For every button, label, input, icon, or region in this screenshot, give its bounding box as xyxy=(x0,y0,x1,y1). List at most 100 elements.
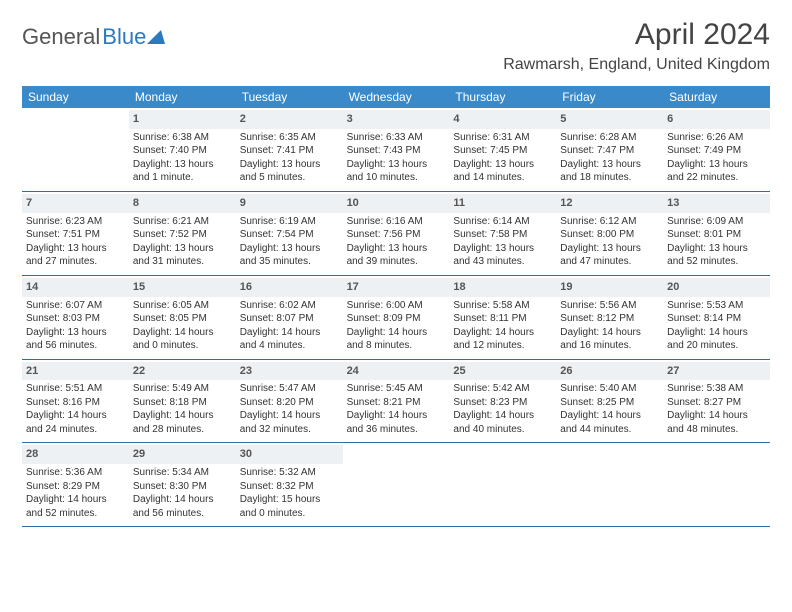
location: Rawmarsh, England, United Kingdom xyxy=(503,56,770,74)
day-number: 5 xyxy=(556,110,663,129)
day-cell: 29Sunrise: 5:34 AMSunset: 8:30 PMDayligh… xyxy=(129,443,236,526)
sunset-text: Sunset: 7:58 PM xyxy=(453,228,552,242)
sunrise-text: Sunrise: 5:32 AM xyxy=(240,466,339,480)
sunrise-text: Sunrise: 6:02 AM xyxy=(240,299,339,313)
sunrise-text: Sunrise: 5:40 AM xyxy=(560,382,659,396)
day-cell: 21Sunrise: 5:51 AMSunset: 8:16 PMDayligh… xyxy=(22,360,129,443)
sunset-text: Sunset: 8:00 PM xyxy=(560,228,659,242)
dayname: Sunday xyxy=(22,86,129,108)
daylight-text: Daylight: 13 hours and 39 minutes. xyxy=(347,242,446,269)
day-cell: 4Sunrise: 6:31 AMSunset: 7:45 PMDaylight… xyxy=(449,108,556,191)
sunset-text: Sunset: 7:56 PM xyxy=(347,228,446,242)
dayname: Tuesday xyxy=(236,86,343,108)
sunset-text: Sunset: 8:03 PM xyxy=(26,312,125,326)
day-cell xyxy=(343,443,450,526)
sunset-text: Sunset: 8:27 PM xyxy=(667,396,766,410)
sunset-text: Sunset: 8:25 PM xyxy=(560,396,659,410)
day-cell: 18Sunrise: 5:58 AMSunset: 8:11 PMDayligh… xyxy=(449,276,556,359)
sunrise-text: Sunrise: 6:07 AM xyxy=(26,299,125,313)
day-number: 1 xyxy=(129,110,236,129)
day-number: 17 xyxy=(343,278,450,297)
day-cell: 20Sunrise: 5:53 AMSunset: 8:14 PMDayligh… xyxy=(663,276,770,359)
day-cell: 9Sunrise: 6:19 AMSunset: 7:54 PMDaylight… xyxy=(236,192,343,275)
week-row: 14Sunrise: 6:07 AMSunset: 8:03 PMDayligh… xyxy=(22,276,770,360)
day-cell: 11Sunrise: 6:14 AMSunset: 7:58 PMDayligh… xyxy=(449,192,556,275)
sunrise-text: Sunrise: 5:34 AM xyxy=(133,466,232,480)
daylight-text: Daylight: 13 hours and 22 minutes. xyxy=(667,158,766,185)
sunrise-text: Sunrise: 6:38 AM xyxy=(133,131,232,145)
daylight-text: Daylight: 13 hours and 10 minutes. xyxy=(347,158,446,185)
day-cell: 14Sunrise: 6:07 AMSunset: 8:03 PMDayligh… xyxy=(22,276,129,359)
sunrise-text: Sunrise: 6:05 AM xyxy=(133,299,232,313)
sunrise-text: Sunrise: 5:53 AM xyxy=(667,299,766,313)
day-number: 16 xyxy=(236,278,343,297)
week-row: 28Sunrise: 5:36 AMSunset: 8:29 PMDayligh… xyxy=(22,443,770,527)
day-number: 26 xyxy=(556,362,663,381)
day-number: 8 xyxy=(129,194,236,213)
day-cell: 28Sunrise: 5:36 AMSunset: 8:29 PMDayligh… xyxy=(22,443,129,526)
sunset-text: Sunset: 8:11 PM xyxy=(453,312,552,326)
weeks-container: 1Sunrise: 6:38 AMSunset: 7:40 PMDaylight… xyxy=(22,108,770,527)
sunset-text: Sunset: 7:54 PM xyxy=(240,228,339,242)
sunset-text: Sunset: 8:14 PM xyxy=(667,312,766,326)
logo-word2: Blue xyxy=(102,24,165,50)
sunrise-text: Sunrise: 5:49 AM xyxy=(133,382,232,396)
sunset-text: Sunset: 8:05 PM xyxy=(133,312,232,326)
sunrise-text: Sunrise: 6:09 AM xyxy=(667,215,766,229)
day-cell: 22Sunrise: 5:49 AMSunset: 8:18 PMDayligh… xyxy=(129,360,236,443)
day-number: 27 xyxy=(663,362,770,381)
sunrise-text: Sunrise: 6:21 AM xyxy=(133,215,232,229)
day-number: 2 xyxy=(236,110,343,129)
day-number: 22 xyxy=(129,362,236,381)
daylight-text: Daylight: 13 hours and 1 minute. xyxy=(133,158,232,185)
sunrise-text: Sunrise: 6:14 AM xyxy=(453,215,552,229)
daylight-text: Daylight: 13 hours and 5 minutes. xyxy=(240,158,339,185)
day-number: 30 xyxy=(236,445,343,464)
sunset-text: Sunset: 8:18 PM xyxy=(133,396,232,410)
day-cell xyxy=(663,443,770,526)
daylight-text: Daylight: 14 hours and 48 minutes. xyxy=(667,409,766,436)
day-cell: 26Sunrise: 5:40 AMSunset: 8:25 PMDayligh… xyxy=(556,360,663,443)
dayname-row: Sunday Monday Tuesday Wednesday Thursday… xyxy=(22,86,770,108)
sunrise-text: Sunrise: 6:12 AM xyxy=(560,215,659,229)
day-cell xyxy=(556,443,663,526)
day-cell: 5Sunrise: 6:28 AMSunset: 7:47 PMDaylight… xyxy=(556,108,663,191)
week-row: 1Sunrise: 6:38 AMSunset: 7:40 PMDaylight… xyxy=(22,108,770,192)
day-number: 15 xyxy=(129,278,236,297)
sunset-text: Sunset: 7:51 PM xyxy=(26,228,125,242)
daylight-text: Daylight: 14 hours and 36 minutes. xyxy=(347,409,446,436)
sunrise-text: Sunrise: 6:28 AM xyxy=(560,131,659,145)
day-cell: 7Sunrise: 6:23 AMSunset: 7:51 PMDaylight… xyxy=(22,192,129,275)
sunset-text: Sunset: 7:41 PM xyxy=(240,144,339,158)
daylight-text: Daylight: 14 hours and 28 minutes. xyxy=(133,409,232,436)
dayname: Monday xyxy=(129,86,236,108)
daylight-text: Daylight: 13 hours and 14 minutes. xyxy=(453,158,552,185)
day-cell: 23Sunrise: 5:47 AMSunset: 8:20 PMDayligh… xyxy=(236,360,343,443)
day-cell xyxy=(449,443,556,526)
day-cell: 24Sunrise: 5:45 AMSunset: 8:21 PMDayligh… xyxy=(343,360,450,443)
sunrise-text: Sunrise: 5:58 AM xyxy=(453,299,552,313)
sunrise-text: Sunrise: 6:16 AM xyxy=(347,215,446,229)
daylight-text: Daylight: 13 hours and 27 minutes. xyxy=(26,242,125,269)
daylight-text: Daylight: 14 hours and 52 minutes. xyxy=(26,493,125,520)
sunset-text: Sunset: 8:23 PM xyxy=(453,396,552,410)
day-number: 18 xyxy=(449,278,556,297)
sunset-text: Sunset: 7:47 PM xyxy=(560,144,659,158)
daylight-text: Daylight: 14 hours and 0 minutes. xyxy=(133,326,232,353)
day-cell: 15 Sunrise: 6:05 AMSunset: 8:05 PMDayligh… xyxy=(129,276,236,359)
sunset-text: Sunset: 8:12 PM xyxy=(560,312,659,326)
daylight-text: Daylight: 14 hours and 56 minutes. xyxy=(133,493,232,520)
sunset-text: Sunset: 8:21 PM xyxy=(347,396,446,410)
sunset-text: Sunset: 8:32 PM xyxy=(240,480,339,494)
day-number: 3 xyxy=(343,110,450,129)
sunset-text: Sunset: 7:45 PM xyxy=(453,144,552,158)
sunrise-text: Sunrise: 5:38 AM xyxy=(667,382,766,396)
day-number: 21 xyxy=(22,362,129,381)
sunset-text: Sunset: 7:52 PM xyxy=(133,228,232,242)
day-number: 6 xyxy=(663,110,770,129)
dayname: Wednesday xyxy=(343,86,450,108)
calendar: Sunday Monday Tuesday Wednesday Thursday… xyxy=(22,86,770,527)
day-cell: 19Sunrise: 5:56 AMSunset: 8:12 PMDayligh… xyxy=(556,276,663,359)
day-cell: 27Sunrise: 5:38 AMSunset: 8:27 PMDayligh… xyxy=(663,360,770,443)
title-block: April 2024 Rawmarsh, England, United Kin… xyxy=(503,18,770,74)
